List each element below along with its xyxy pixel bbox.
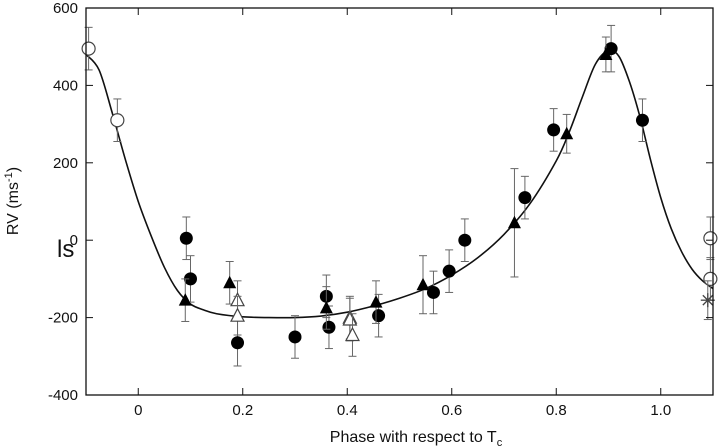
- data-point-open-triangle: [344, 326, 360, 342]
- axis-ticks: 0 0.2 0.4 0.6 0.8 1.0 -400 -200 0 200 400 600: [48, 0, 713, 419]
- data-point-filled-triangle: [560, 126, 574, 140]
- data-point-filled-circle: [231, 336, 245, 350]
- y-tick-label: -200: [48, 310, 78, 327]
- x-axis-title-main: Phase with respect to T: [330, 429, 497, 446]
- y-tick-label: -400: [48, 387, 78, 404]
- plot-frame: [85, 7, 714, 396]
- data-point-filled-triangle: [507, 215, 521, 229]
- y-axis-title: RV (ms-1): [3, 167, 22, 235]
- data-point-filled-circle: [322, 320, 336, 334]
- data-point-filled-triangle: [319, 300, 333, 314]
- x-tick-label: 0.8: [546, 402, 567, 419]
- data-point-filled-circle: [635, 113, 649, 127]
- data-point-open-circle: [703, 231, 718, 246]
- data-point-open-triangle: [342, 311, 358, 326]
- stray-text-fragment: ls: [57, 236, 75, 263]
- x-axis-title: Phase with respect to Tc: [330, 429, 503, 446]
- data-point-filled-triangle: [599, 47, 613, 60]
- data-point-filled-circle: [518, 191, 532, 205]
- y-axis-title-sup: -1: [3, 172, 15, 182]
- data-point-open-circle: [110, 113, 125, 128]
- data-point-filled-circle: [426, 285, 440, 299]
- y-tick-label: 400: [53, 77, 78, 94]
- data-point-filled-circle: [288, 330, 302, 344]
- data-point-filled-triangle: [416, 277, 430, 291]
- model-curve: [85, 49, 714, 319]
- chart-marks: [81, 24, 718, 367]
- x-tick-label: 1.0: [650, 402, 671, 419]
- star-stroke: [702, 294, 714, 306]
- data-point-filled-circle: [372, 309, 386, 323]
- y-tick-label: 0: [70, 232, 78, 249]
- x-tick-label: 0: [134, 402, 142, 419]
- y-tick-label: 200: [53, 155, 78, 172]
- y-axis-title-main: RV (ms: [5, 182, 22, 235]
- x-tick-label: 0.4: [337, 402, 358, 419]
- data-point-open-circle: [703, 271, 718, 286]
- data-point-filled-circle: [547, 123, 561, 137]
- data-point-filled-triangle: [369, 295, 383, 308]
- data-point-filled-triangle: [223, 275, 237, 289]
- y-axis-title-close: ): [5, 167, 22, 172]
- data-point-filled-circle: [458, 233, 472, 247]
- data-point-filled-triangle: [178, 293, 192, 306]
- data-point-open-circle: [81, 41, 96, 56]
- data-point-filled-circle: [179, 231, 193, 245]
- data-point-filled-circle: [442, 264, 456, 278]
- data-point-open-triangle: [230, 307, 246, 322]
- y-tick-label: 600: [53, 0, 78, 17]
- x-axis-title-sub: c: [497, 437, 503, 446]
- data-point-filled-circle: [184, 272, 197, 286]
- x-tick-label: 0.6: [441, 402, 462, 419]
- x-tick-label: 0.2: [232, 402, 253, 419]
